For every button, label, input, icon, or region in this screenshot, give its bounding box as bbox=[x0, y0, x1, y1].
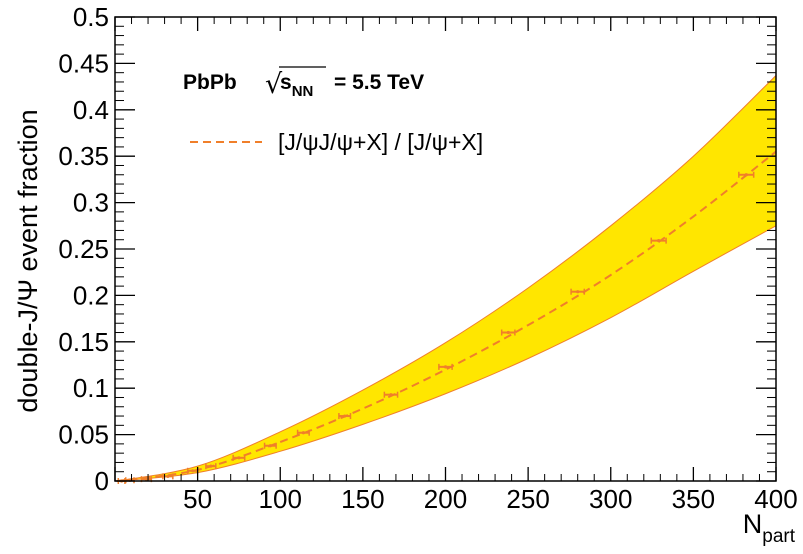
point-marker bbox=[576, 290, 580, 294]
collision-annotation: PbPb √ sNN = 5.5 TeV bbox=[183, 66, 424, 100]
point-marker bbox=[209, 464, 213, 468]
x-tick-label: 50 bbox=[183, 484, 212, 514]
data-point bbox=[296, 429, 310, 436]
band-lower-edge bbox=[116, 225, 777, 482]
y-tick-label: 0.1 bbox=[73, 373, 109, 403]
x-tick-label: 300 bbox=[589, 484, 632, 514]
x-tick-label: 200 bbox=[424, 484, 467, 514]
data-point bbox=[383, 391, 399, 398]
point-marker bbox=[144, 477, 148, 481]
annotation-s: sNN bbox=[280, 71, 313, 100]
annotation-system: PbPb bbox=[183, 71, 237, 94]
annotation-sqrt-symbol: √ bbox=[265, 69, 283, 100]
y-tick-label: 0.35 bbox=[58, 141, 109, 171]
data-point bbox=[570, 288, 586, 295]
data-point bbox=[338, 413, 352, 420]
point-marker bbox=[166, 474, 170, 478]
legend-entry-label: [J/ψJ/ψ+X] / [J/ψ+X] bbox=[278, 129, 483, 155]
point-marker bbox=[506, 330, 510, 335]
point-marker bbox=[191, 469, 195, 473]
x-tick-label: 100 bbox=[259, 484, 302, 514]
point-marker bbox=[744, 173, 748, 177]
data-point bbox=[263, 442, 277, 449]
data-point bbox=[650, 237, 667, 244]
band-upper-edge bbox=[116, 75, 777, 482]
y-tick-label: 0 bbox=[95, 466, 109, 496]
point-marker bbox=[389, 393, 393, 397]
data-point bbox=[205, 463, 217, 470]
annotation-s-base: s bbox=[280, 71, 292, 94]
data-point bbox=[500, 329, 516, 336]
y-axis-label: double-J/Ψ event fraction bbox=[13, 109, 43, 412]
y-tick-label: 0.45 bbox=[58, 48, 109, 78]
tick-labels: 50 100 150 200 250 300 350 400 0 0.05 0.1 0.15 0.2 0.… bbox=[58, 2, 797, 514]
y-tick-label: 0.4 bbox=[73, 95, 109, 125]
point-marker bbox=[301, 431, 305, 435]
central-curve bbox=[116, 150, 777, 482]
x-axis-label-subscript: part bbox=[762, 526, 795, 547]
point-marker bbox=[268, 444, 272, 448]
annotation-energy: = 5.5 TeV bbox=[334, 71, 424, 94]
uncertainty-band bbox=[116, 75, 777, 482]
y-tick-label: 0.15 bbox=[58, 327, 109, 357]
point-marker bbox=[343, 414, 347, 418]
point-marker bbox=[237, 456, 241, 460]
y-tick-label: 0.05 bbox=[58, 420, 109, 450]
x-tick-label: 150 bbox=[341, 484, 384, 514]
point-marker bbox=[657, 239, 661, 243]
point-marker bbox=[443, 365, 448, 369]
annotation-s-subscript: NN bbox=[292, 83, 314, 100]
x-tick-label: 400 bbox=[754, 484, 797, 514]
x-tick-label: 350 bbox=[672, 484, 715, 514]
y-tick-label: 0.5 bbox=[73, 2, 109, 32]
x-tick-label: 250 bbox=[506, 484, 549, 514]
x-axis-label: Npart bbox=[743, 509, 796, 547]
axis-ticks bbox=[114, 16, 777, 482]
data-point bbox=[438, 363, 453, 370]
data-point bbox=[232, 454, 246, 461]
y-tick-label: 0.25 bbox=[58, 234, 109, 264]
series-line bbox=[116, 150, 777, 482]
band-fill bbox=[116, 75, 777, 482]
x-axis-label-base: N bbox=[743, 509, 763, 539]
y-tick-label: 0.2 bbox=[73, 280, 109, 310]
data-point bbox=[738, 171, 755, 178]
legend: [J/ψJ/ψ+X] / [J/ψ+X] bbox=[190, 129, 483, 155]
y-tick-label: 0.3 bbox=[73, 188, 109, 218]
